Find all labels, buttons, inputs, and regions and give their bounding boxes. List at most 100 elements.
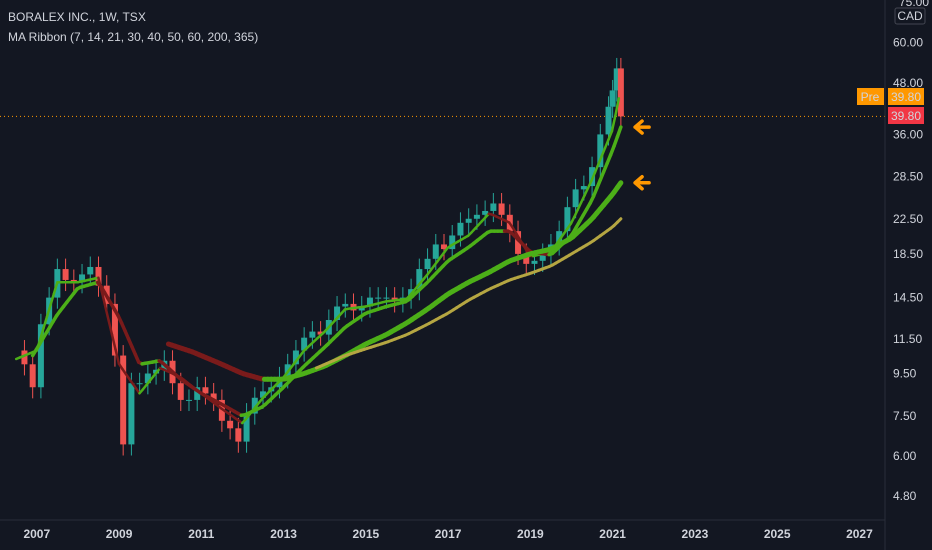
candle-body [87, 266, 94, 275]
ma-segment [45, 303, 52, 318]
y-tick-label: 14.50 [893, 291, 923, 305]
ma-segment [579, 194, 586, 204]
y-tick-label: 4.80 [893, 489, 917, 503]
candle-body [136, 383, 143, 385]
x-tick-label: 2021 [599, 527, 626, 541]
ma-segment [38, 326, 45, 341]
chart-legend: BORALEX INC., 1W, TSX MA Ribbon (7, 14, … [8, 7, 258, 47]
annotation-arrows [633, 119, 651, 191]
x-tick-label: 2017 [435, 527, 462, 541]
candle-body [572, 189, 579, 208]
candle-body [441, 244, 447, 250]
ma-segment [615, 217, 623, 224]
candle-body [260, 391, 267, 398]
candle-body [366, 297, 373, 307]
y-tick-label: 48.00 [893, 76, 923, 90]
y-tick-label: 28.50 [893, 169, 923, 183]
ma-ribbon [14, 97, 624, 425]
candle-body [301, 337, 308, 351]
candle-body [609, 90, 616, 107]
time-axis[interactable]: 2007 2009 2011 2013 2015 2017 2019 2021 2023 2025… [0, 519, 885, 541]
ma-segment [49, 292, 56, 307]
candle-body [613, 68, 620, 91]
indicator-legend[interactable]: MA Ribbon (7, 14, 21, 30, 40, 50, 60, 20… [8, 27, 258, 47]
x-tick-label: 2019 [517, 527, 544, 541]
ma-segment [42, 315, 49, 330]
candle-body [515, 231, 522, 254]
pre-price: 39.80 [891, 90, 921, 104]
candle-body [473, 214, 480, 219]
candle-body [177, 383, 184, 400]
last-price-badge: 39.80 [888, 107, 924, 124]
ma-segment [573, 208, 579, 219]
currency-badge[interactable]: CAD [894, 7, 926, 25]
x-tick-label: 2015 [352, 527, 379, 541]
indicator-params: (7, 14, 21, 30, 40, 50, 60, 200, 365) [70, 30, 259, 44]
x-tick-label: 2007 [23, 527, 50, 541]
candle-body [243, 413, 250, 442]
ma-segment [103, 304, 110, 322]
pre-market-badge: Pre 39.80 [857, 88, 924, 105]
x-tick-label: 2011 [188, 527, 214, 541]
ma-segment [114, 348, 121, 366]
candle-body [111, 303, 118, 356]
y-tick-label: 60.00 [893, 36, 923, 50]
indicator-name: MA Ribbon [8, 30, 67, 44]
symbol-title[interactable]: BORALEX INC., 1W, TSX [8, 10, 146, 24]
ma-segment [583, 186, 590, 197]
x-tick-label: 2009 [106, 527, 133, 541]
ma-segment [614, 180, 624, 191]
candle-body [580, 186, 587, 190]
candle-body [490, 203, 497, 211]
price-axis[interactable]: 4.80 6.00 7.50 9.50 11.50 14.50 18.50 22.50 28.5… [884, 0, 923, 550]
candle-body [227, 420, 234, 429]
candle-body [144, 373, 151, 384]
candle-body [416, 269, 423, 290]
candle-body [556, 231, 563, 245]
candle-body [128, 383, 135, 445]
candle-body [309, 331, 316, 338]
y-tick-label: 36.00 [893, 127, 923, 141]
ma-segment [576, 201, 583, 211]
candle-body [432, 244, 439, 259]
candle-body [605, 106, 612, 135]
candle-body [523, 253, 530, 264]
candle-body [383, 297, 390, 299]
candle-body [457, 222, 464, 236]
ma-segment [590, 171, 597, 183]
arrow-left-icon [633, 119, 651, 135]
y-tick-label: 11.50 [893, 332, 922, 346]
candle-body [465, 218, 472, 223]
x-tick-label: 2027 [846, 527, 873, 541]
top-partial-tick: 75.00 [899, 0, 929, 9]
ma-segment [597, 154, 603, 166]
candle-body [251, 397, 258, 414]
candle-body [62, 269, 69, 280]
candle-body [202, 387, 209, 394]
ma-segment [610, 114, 617, 133]
candle-body [424, 258, 431, 270]
candle-body [375, 297, 382, 299]
x-tick-label: 2023 [682, 527, 709, 541]
candle-body [120, 355, 127, 445]
candle-body [564, 207, 571, 232]
candle-body [539, 253, 546, 261]
ma-segment [110, 333, 117, 351]
candle-body [317, 331, 324, 335]
y-tick-label: 6.00 [893, 449, 917, 463]
ma-segment [603, 138, 610, 150]
last-price: 39.80 [891, 109, 921, 123]
ma-segment [607, 129, 614, 141]
y-tick-label: 18.50 [893, 247, 923, 261]
candle-body [292, 350, 299, 365]
y-tick-label: 7.50 [893, 409, 917, 423]
ma-segment [614, 97, 621, 117]
ma-segment [586, 179, 593, 190]
candle-body [194, 387, 201, 400]
ma-segment [100, 290, 107, 308]
ma-line-ma200 [165, 180, 624, 382]
candle-body [235, 428, 242, 442]
candle-body [531, 260, 538, 264]
ma-segment [615, 125, 623, 139]
